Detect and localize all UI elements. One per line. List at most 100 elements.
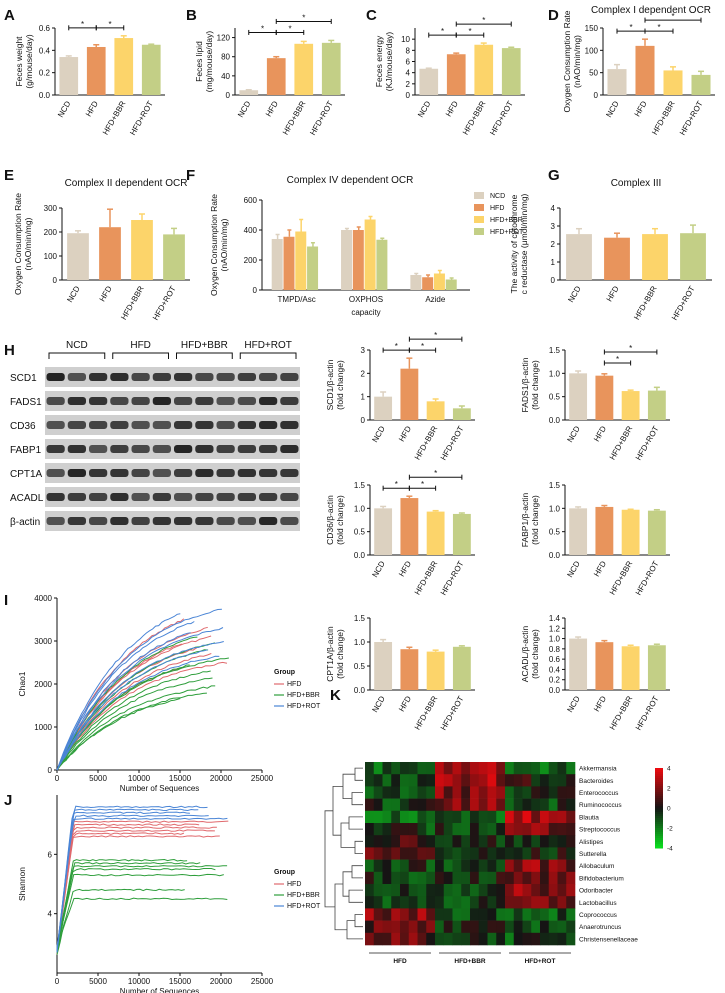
heatmap-cell [487, 774, 497, 787]
B-ytick-label: 40 [221, 72, 230, 81]
panel-letter-j: J [4, 792, 12, 809]
heatmap-cell [461, 884, 471, 897]
heatmap-group-label: HFD+ROT [525, 958, 556, 965]
A-category-label: HFD [84, 99, 100, 118]
western-band [131, 493, 150, 501]
heatmap-cell [373, 884, 383, 897]
western-group-bracket [48, 352, 106, 359]
heatmap-cell [452, 920, 462, 934]
heatmap-scale-swatch [655, 776, 663, 779]
dendrogram-branch [340, 822, 355, 848]
I-curve-hfd-rot [56, 641, 224, 771]
heatmap-scale-label: 0 [667, 806, 671, 813]
heatmap-cell [400, 823, 410, 836]
western-band [174, 469, 193, 477]
C-ytick-label: 8 [406, 46, 411, 55]
A-category-label: HFD+BBR [101, 99, 128, 136]
heatmap-cell [470, 932, 480, 946]
heatmap-cell [452, 896, 462, 909]
C-bar-hfd-rot [501, 48, 521, 95]
heatmap-cell [382, 871, 392, 885]
heatmap-cell [435, 798, 445, 812]
CD36-category-label: HFD [397, 559, 413, 578]
I-curve-hfd-rot [56, 655, 220, 771]
I-curve-hfd-bbr [56, 698, 181, 771]
western-band [280, 421, 299, 429]
ACADL-category-label: NCD [565, 694, 582, 714]
heatmap-cell [391, 786, 401, 799]
heatmap-cell [443, 823, 453, 836]
FADS1-category-label: HFD [592, 424, 608, 443]
C-category-label: HFD+BBR [461, 99, 488, 136]
SCD1-category-label: HFD [397, 424, 413, 443]
heatmap-cell [531, 920, 541, 934]
CD36-sig-star: * [421, 480, 424, 489]
western-band [259, 421, 278, 429]
heatmap-cell [391, 810, 401, 824]
heatmap-cell [417, 932, 427, 946]
ACADL-ylabel: ACADL/β-actin [520, 626, 530, 683]
G-ytick-label: 1 [551, 258, 556, 267]
heatmap-cell [531, 847, 541, 860]
heatmap-cell [513, 920, 523, 934]
heatmap-cell [365, 859, 375, 873]
ACADL-bar-ncd [569, 638, 588, 690]
heatmap-cell [426, 823, 436, 836]
E-bar-ncd [67, 233, 89, 280]
heatmap-cell [435, 859, 445, 873]
heatmap-cell [540, 835, 550, 848]
western-band [110, 493, 129, 501]
SCD1-bar-hfd [400, 368, 419, 420]
E-bar-hfd-rot [163, 234, 185, 280]
heatmap-cell [505, 774, 515, 787]
FADS1-bar-hfd [595, 375, 614, 420]
CD36-ytick-label: 0.5 [354, 528, 366, 537]
heatmap-row-label: Enterococcus [579, 790, 619, 797]
heatmap-cell [496, 847, 506, 860]
I-ytick-label: 0 [48, 766, 53, 775]
E-ytick-label: 100 [44, 252, 58, 261]
G-bar-hfd-rot [680, 233, 706, 280]
western-blot-strip [45, 463, 300, 483]
western-group-label: NCD [66, 340, 88, 351]
heatmap-cell [452, 884, 462, 897]
heatmap-cell [461, 920, 471, 934]
C-bar-hfd-bbr [474, 44, 494, 95]
heatmap-cell [557, 847, 567, 860]
F-bar-ncd [410, 275, 422, 290]
heatmap-cell [513, 810, 523, 824]
heatmap-cell [540, 871, 550, 885]
D-category-label: HFD [633, 99, 649, 118]
heatmap-cell [382, 774, 392, 787]
heatmap-cell [548, 810, 558, 824]
G-category-label: HFD [605, 284, 621, 303]
D-title: Complex I dependent OCR [591, 5, 711, 16]
I-xtick-label: 5000 [89, 774, 107, 783]
J-curve-hfd [56, 835, 220, 948]
heatmap-scale-label: 2 [667, 786, 671, 793]
heatmap-cell [373, 932, 383, 946]
heatmap-cell [505, 786, 515, 799]
heatmap-scale-swatch [655, 822, 663, 825]
heatmap-scale-swatch [655, 820, 663, 823]
heatmap-cell [522, 762, 532, 775]
panel-letter-g: G [548, 167, 560, 184]
heatmap-cell [548, 896, 558, 909]
J-curve-hfd-bbr [56, 861, 201, 949]
F-bar-hfd-bbr [295, 231, 307, 290]
heatmap-cell [426, 810, 436, 824]
heatmap-row-label: Blautia [579, 814, 599, 821]
CPT1A-category-label: HFD+BBR [413, 694, 440, 731]
western-band [280, 517, 299, 525]
heatmap-scale-swatch [655, 792, 663, 795]
heatmap-scale-swatch [655, 770, 663, 773]
heatmap-scale-swatch [655, 768, 663, 771]
A-bar-hfd-rot [141, 44, 161, 95]
CPT1A-bar-hfd [400, 649, 419, 690]
FABP1-category-label: HFD+ROT [634, 559, 661, 597]
heatmap-cell [531, 786, 541, 799]
F-bar-hfd-rot [307, 246, 319, 290]
dendrogram-branch [354, 840, 363, 854]
J-curve-hfd-rot [56, 808, 199, 953]
western-band [110, 421, 129, 429]
